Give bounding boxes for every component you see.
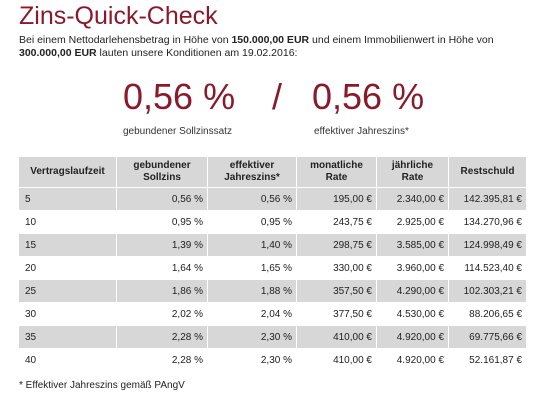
cell-annual-payment: 4.920,00 € <box>377 349 449 371</box>
header-bound-rate: gebundener Sollzins <box>117 157 208 187</box>
cell-term: 15 <box>19 234 117 256</box>
table-row: 30 2,02 % 2,04 % 377,50 € 4.530,00 € 88.… <box>19 303 526 325</box>
cell-bound-rate: 0,56 % <box>117 188 208 210</box>
cell-bound-rate: 2,02 % <box>117 303 208 325</box>
intro-part-1: Bei einem Nettodarlehensbetrag in Höhe v… <box>19 34 232 46</box>
cell-effective-rate: 0,95 % <box>208 211 297 233</box>
rate-summary: 0,56 % / 0,56 % gebundener Sollzinssatz … <box>0 70 538 140</box>
conditions-table: Vertragslaufzeit gebundener Sollzins eff… <box>19 156 526 372</box>
table-row: 35 2,28 % 2,30 % 410,00 € 4.920,00 € 69.… <box>19 326 526 348</box>
cell-annual-payment: 4.530,00 € <box>377 303 449 325</box>
cell-annual-payment: 4.290,00 € <box>377 280 449 302</box>
cell-monthly-payment: 298,75 € <box>297 234 377 256</box>
table-row: 25 1,86 % 1,88 % 357,50 € 4.290,00 € 102… <box>19 280 526 302</box>
cell-annual-payment: 2.925,00 € <box>377 211 449 233</box>
table-row: 10 0,95 % 0,95 % 243,75 € 2.925,00 € 134… <box>19 211 526 233</box>
cell-remaining-debt: 69.775,66 € <box>449 326 526 348</box>
cell-bound-rate: 0,95 % <box>117 211 208 233</box>
cell-monthly-payment: 195,00 € <box>297 188 377 210</box>
rate-separator: / <box>272 76 283 117</box>
cell-bound-rate: 1,39 % <box>117 234 208 256</box>
cell-remaining-debt: 114.523,40 € <box>449 257 526 279</box>
cell-term: 30 <box>19 303 117 325</box>
footnote: * Effektiver Jahreszins gemäß PAngV <box>19 380 185 391</box>
cell-remaining-debt: 88.206,65 € <box>449 303 526 325</box>
cell-effective-rate: 2,30 % <box>208 349 297 371</box>
cell-effective-rate: 0,56 % <box>208 188 297 210</box>
cell-monthly-payment: 243,75 € <box>297 211 377 233</box>
cell-annual-payment: 3.960,00 € <box>377 257 449 279</box>
effective-rate-value: 0,56 % <box>312 76 425 117</box>
header-remaining-debt: Restschuld <box>449 157 526 187</box>
table-row: 15 1,39 % 1,40 % 298,75 € 3.585,00 € 124… <box>19 234 526 256</box>
page-title: Zins-Quick-Check <box>19 2 218 30</box>
bound-rate-value: 0,56 % <box>123 76 236 117</box>
bound-rate-label: gebundener Sollzinssatz <box>123 126 232 137</box>
cell-remaining-debt: 124.998,49 € <box>449 234 526 256</box>
cell-bound-rate: 2,28 % <box>117 349 208 371</box>
cell-remaining-debt: 52.161,87 € <box>449 349 526 371</box>
cell-term: 25 <box>19 280 117 302</box>
cell-term: 10 <box>19 211 117 233</box>
loan-amount: 150.000,00 EUR <box>231 34 310 46</box>
cell-monthly-payment: 357,50 € <box>297 280 377 302</box>
cell-effective-rate: 2,30 % <box>208 326 297 348</box>
table-row: 5 0,56 % 0,56 % 195,00 € 2.340,00 € 142.… <box>19 188 526 210</box>
property-value: 300.000,00 EUR <box>19 47 97 59</box>
cell-term: 5 <box>19 188 117 210</box>
table-row: 40 2,28 % 2,30 % 410,00 € 4.920,00 € 52.… <box>19 349 526 371</box>
table-row: 20 1,64 % 1,65 % 330,00 € 3.960,00 € 114… <box>19 257 526 279</box>
intro-part-2: und einem Immobilienwert in Höhe von <box>309 34 494 46</box>
cell-annual-payment: 3.585,00 € <box>377 234 449 256</box>
cell-term: 35 <box>19 326 117 348</box>
cell-effective-rate: 1,88 % <box>208 280 297 302</box>
intro-part-3: lauten unsere Konditionen am 19.02.2016: <box>96 47 298 59</box>
cell-monthly-payment: 377,50 € <box>297 303 377 325</box>
effective-rate-label: effektiver Jahreszins* <box>314 126 409 137</box>
cell-monthly-payment: 410,00 € <box>297 349 377 371</box>
cell-monthly-payment: 410,00 € <box>297 326 377 348</box>
cell-annual-payment: 4.920,00 € <box>377 326 449 348</box>
cell-term: 20 <box>19 257 117 279</box>
cell-effective-rate: 1,65 % <box>208 257 297 279</box>
header-annual-payment: jährliche Rate <box>377 157 449 187</box>
cell-term: 40 <box>19 349 117 371</box>
cell-annual-payment: 2.340,00 € <box>377 188 449 210</box>
header-term: Vertragslaufzeit <box>19 157 117 187</box>
table-header-row: Vertragslaufzeit gebundener Sollzins eff… <box>19 157 526 187</box>
cell-bound-rate: 2,28 % <box>117 326 208 348</box>
cell-effective-rate: 1,40 % <box>208 234 297 256</box>
header-effective-rate: effektiver Jahreszins* <box>208 157 297 187</box>
cell-bound-rate: 1,64 % <box>117 257 208 279</box>
intro-text: Bei einem Nettodarlehensbetrag in Höhe v… <box>19 34 534 60</box>
cell-effective-rate: 2,04 % <box>208 303 297 325</box>
header-monthly-payment: monatliche Rate <box>297 157 377 187</box>
cell-monthly-payment: 330,00 € <box>297 257 377 279</box>
cell-bound-rate: 1,86 % <box>117 280 208 302</box>
cell-remaining-debt: 102.303,21 € <box>449 280 526 302</box>
cell-remaining-debt: 134.270,96 € <box>449 211 526 233</box>
cell-remaining-debt: 142.395,81 € <box>449 188 526 210</box>
